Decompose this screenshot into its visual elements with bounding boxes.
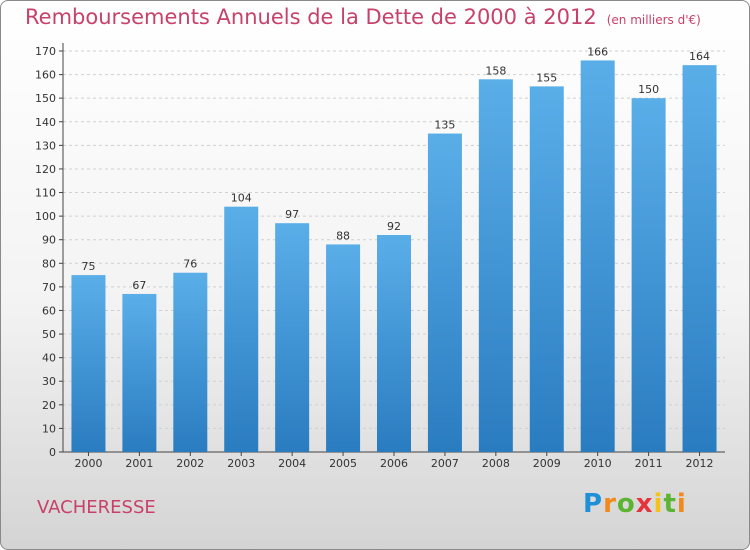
y-tick-label: 110: [35, 187, 56, 200]
x-tick-label-2007: 2007: [431, 457, 459, 470]
bar-2005: [326, 244, 361, 452]
y-tick-label: 80: [42, 257, 56, 270]
x-tick-label-2003: 2003: [227, 457, 255, 470]
chart-title: Remboursements Annuels de la Dette de 20…: [25, 5, 701, 29]
bar-2010: [580, 60, 615, 452]
x-tick-label-2006: 2006: [380, 457, 408, 470]
labels: 75 67 76 104 97 88 92 135 158 155 166 150 164: [81, 45, 710, 292]
data-label-2009: 155: [536, 71, 557, 84]
data-label-2011: 150: [638, 83, 659, 96]
data-label-2006: 92: [387, 220, 401, 233]
data-label-2008: 158: [485, 64, 506, 77]
y-tick-label: 50: [42, 328, 56, 341]
data-label-2007: 135: [434, 119, 455, 132]
x-tick-label-2000: 2000: [74, 457, 102, 470]
x-tick-label-2009: 2009: [533, 457, 561, 470]
y-tick-label: 160: [35, 69, 56, 82]
y-tick-label: 120: [35, 163, 56, 176]
bar-2009: [529, 86, 564, 452]
data-label-2005: 88: [336, 229, 350, 242]
x-tick-label-2001: 2001: [125, 457, 153, 470]
bar-2006: [377, 234, 411, 452]
y-tick-label: 20: [42, 399, 56, 412]
y-tick-label: 30: [42, 375, 56, 388]
y-tick-label: 70: [42, 281, 56, 294]
city-name: VACHERESSE: [37, 497, 156, 518]
y-tick-label: 130: [35, 139, 56, 152]
data-label-2003: 104: [231, 192, 252, 205]
bar-2008: [478, 79, 513, 453]
y-tick-label: 170: [35, 45, 56, 58]
bar-2012: [682, 65, 717, 452]
x-tick-label-2002: 2002: [176, 457, 204, 470]
chart-unit: (en milliers d'€): [606, 13, 701, 27]
y-tick-label: 10: [42, 422, 56, 435]
y-tick-label: 140: [35, 116, 56, 129]
x-tick-label-2008: 2008: [482, 457, 510, 470]
bar-2001: [122, 293, 157, 452]
bars: [71, 60, 717, 453]
x-tick-label-2012: 2012: [686, 457, 714, 470]
data-label-2001: 67: [132, 279, 146, 292]
chart-title-text: Remboursements Annuels de la Dette de 20…: [25, 5, 597, 29]
x-tick-label-2011: 2011: [635, 457, 663, 470]
bar-2003: [224, 206, 259, 452]
bar-2007: [427, 133, 462, 452]
data-label-2004: 97: [285, 208, 299, 221]
data-label-2012: 164: [689, 50, 710, 63]
y-tick-label: 100: [35, 210, 56, 223]
y-tick-label: 60: [42, 304, 56, 317]
x-tick-label-2005: 2005: [329, 457, 357, 470]
bar-2002: [173, 272, 208, 452]
y-tick-label: 150: [35, 92, 56, 105]
proxiti-logo: Proxiti: [583, 489, 687, 519]
x-tick-label-2010: 2010: [584, 457, 612, 470]
bar-2004: [275, 223, 310, 452]
x-tick-label-2004: 2004: [278, 457, 306, 470]
data-label-2000: 75: [81, 260, 95, 273]
y-tick-label: 90: [42, 234, 56, 247]
bar-2011: [631, 98, 666, 453]
y-tick-label: 40: [42, 352, 56, 365]
bar-2000: [71, 275, 106, 452]
data-label-2002: 76: [183, 258, 197, 271]
y-tick-label: 0: [49, 446, 56, 459]
data-label-2010: 166: [587, 45, 608, 58]
